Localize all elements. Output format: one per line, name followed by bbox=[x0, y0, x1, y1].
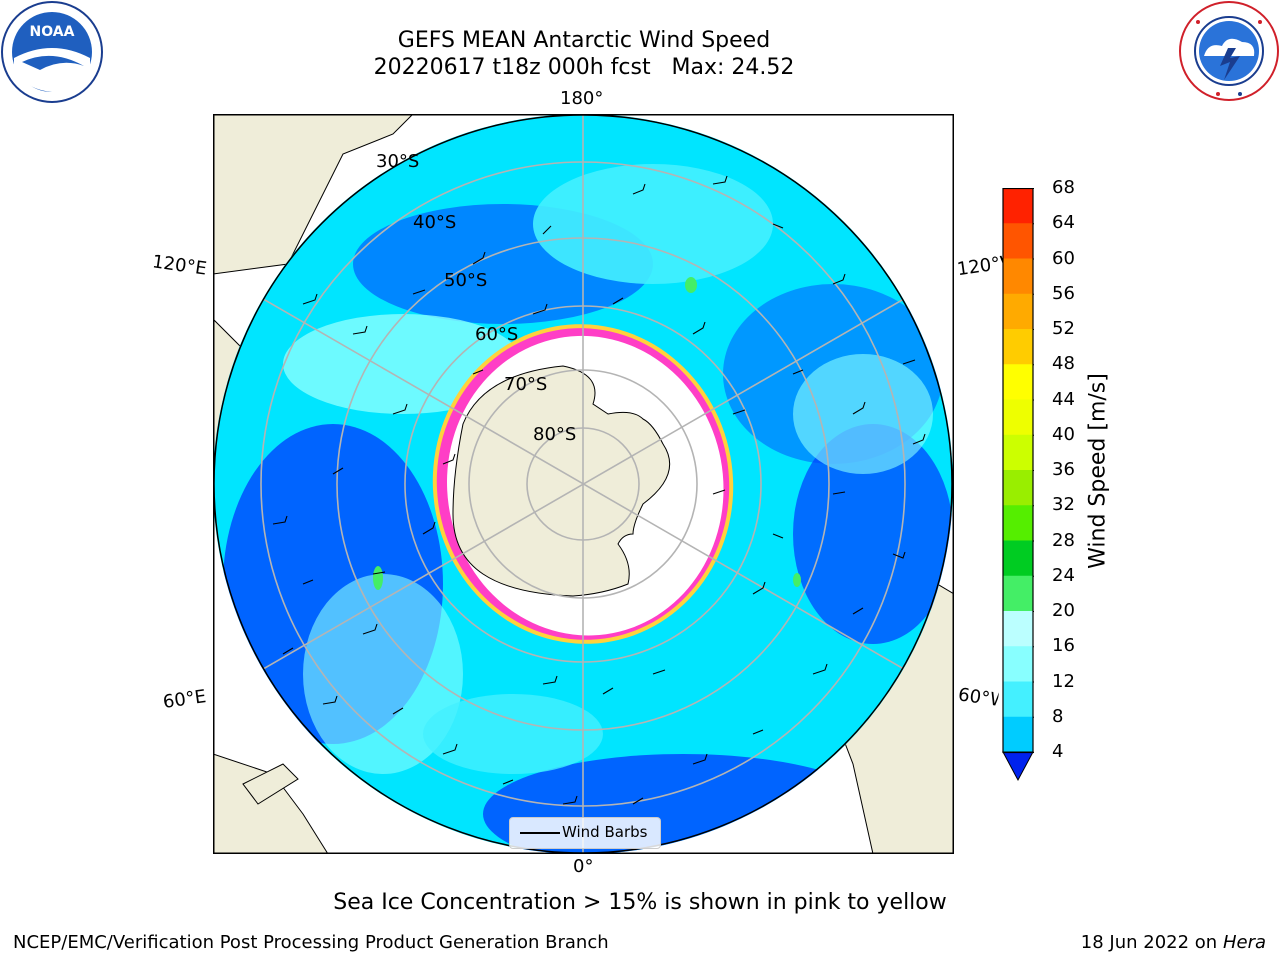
colorbar-tick-label: 8 bbox=[1052, 705, 1064, 727]
svg-text:NOAA: NOAA bbox=[30, 24, 75, 40]
footer-branch: NCEP/EMC/Verification Post Processing Pr… bbox=[13, 932, 609, 953]
wind-speed-field bbox=[213, 114, 953, 854]
footer-date: 18 Jun 2022 on Hera bbox=[1081, 932, 1266, 953]
colorbar-tick-label: 12 bbox=[1052, 670, 1075, 692]
colorbar-tick-label: 28 bbox=[1052, 529, 1075, 551]
legend-label: Wind Barbs bbox=[562, 823, 648, 841]
lat-label-60s: 60°S bbox=[475, 324, 519, 345]
lon-label-120e: 120°E bbox=[150, 251, 208, 280]
colorbar-bin bbox=[1003, 540, 1033, 577]
colorbar-bin bbox=[1003, 716, 1033, 753]
lon-label-180: 180° bbox=[560, 88, 604, 109]
sea-ice-caption: Sea Ice Concentration > 15% is shown in … bbox=[333, 890, 947, 915]
chart-title: GEFS MEAN Antarctic Wind Speed bbox=[397, 28, 771, 53]
antarctic-wind-map bbox=[213, 114, 954, 854]
colorbar-tick-label: 64 bbox=[1052, 212, 1075, 234]
colorbar-tick-label: 60 bbox=[1052, 247, 1075, 269]
colorbar-bin bbox=[1003, 505, 1033, 541]
colorbar-bin bbox=[1003, 329, 1033, 365]
colorbar-bin bbox=[1003, 575, 1033, 612]
colorbar-bin bbox=[1003, 470, 1033, 506]
colorbar-bin bbox=[1003, 293, 1033, 330]
colorbar-bin bbox=[1003, 611, 1033, 647]
colorbar-tick-label: 32 bbox=[1052, 494, 1075, 516]
colorbar-tick-label: 20 bbox=[1052, 600, 1075, 621]
colorbar-bin bbox=[1003, 681, 1033, 718]
lat-label-30s: 30°S bbox=[376, 151, 420, 172]
noaa-logo: NOAA bbox=[1, 1, 103, 103]
meridian-lines bbox=[213, 114, 953, 854]
colorbar-tick-label: 52 bbox=[1052, 318, 1075, 339]
colorbar-tick-label: 56 bbox=[1052, 282, 1075, 304]
colorbar-bin bbox=[1003, 646, 1033, 682]
colorbar-bin bbox=[1003, 188, 1033, 224]
footer-date-text: 18 Jun 2022 on bbox=[1080, 932, 1218, 953]
colorbar-tick-label: 16 bbox=[1052, 635, 1075, 657]
lon-label-60e: 60°E bbox=[161, 686, 208, 713]
footer-host: Hera bbox=[1222, 932, 1266, 953]
colorbar-bin bbox=[1003, 434, 1033, 471]
colorbar-tick-label: 40 bbox=[1052, 423, 1075, 445]
lon-label-60w: 60°W bbox=[956, 685, 1000, 711]
wind-barbs bbox=[272, 175, 926, 805]
colorbar-tick-label: 36 bbox=[1052, 459, 1075, 480]
colorbar-bin bbox=[1003, 258, 1033, 295]
national-weather-service-logo bbox=[1179, 1, 1279, 101]
lat-label-50s: 50°S bbox=[444, 270, 488, 291]
lat-label-70s: 70°S bbox=[504, 374, 548, 395]
colorbar-extend-min bbox=[1002, 751, 1034, 782]
colorbar-tick-label: 4 bbox=[1052, 741, 1064, 762]
map-legend: Wind Barbs bbox=[509, 817, 661, 849]
colorbar-tick-label: 48 bbox=[1052, 353, 1075, 375]
colorbar-bin bbox=[1003, 223, 1033, 259]
lat-label-40s: 40°S bbox=[413, 212, 457, 233]
colorbar-tick-label: 24 bbox=[1052, 564, 1075, 586]
colorbar-bin bbox=[1003, 399, 1033, 436]
lat-label-80s: 80°S bbox=[533, 424, 577, 445]
colorbar-bin bbox=[1003, 364, 1033, 400]
wind-speed-colorbar bbox=[1002, 188, 1034, 782]
chart-subtitle: 20220617 t18z 000h fcst Max: 24.52 bbox=[373, 55, 795, 80]
antarctica-land bbox=[452, 365, 671, 597]
wind-barb-legend-line bbox=[520, 832, 560, 834]
colorbar-tick-label: 68 bbox=[1052, 177, 1075, 198]
colorbar-tick-label: 44 bbox=[1052, 388, 1075, 410]
colorbar-label: Wind Speed [m/s] bbox=[1085, 373, 1111, 569]
lon-label-0: 0° bbox=[573, 856, 594, 877]
